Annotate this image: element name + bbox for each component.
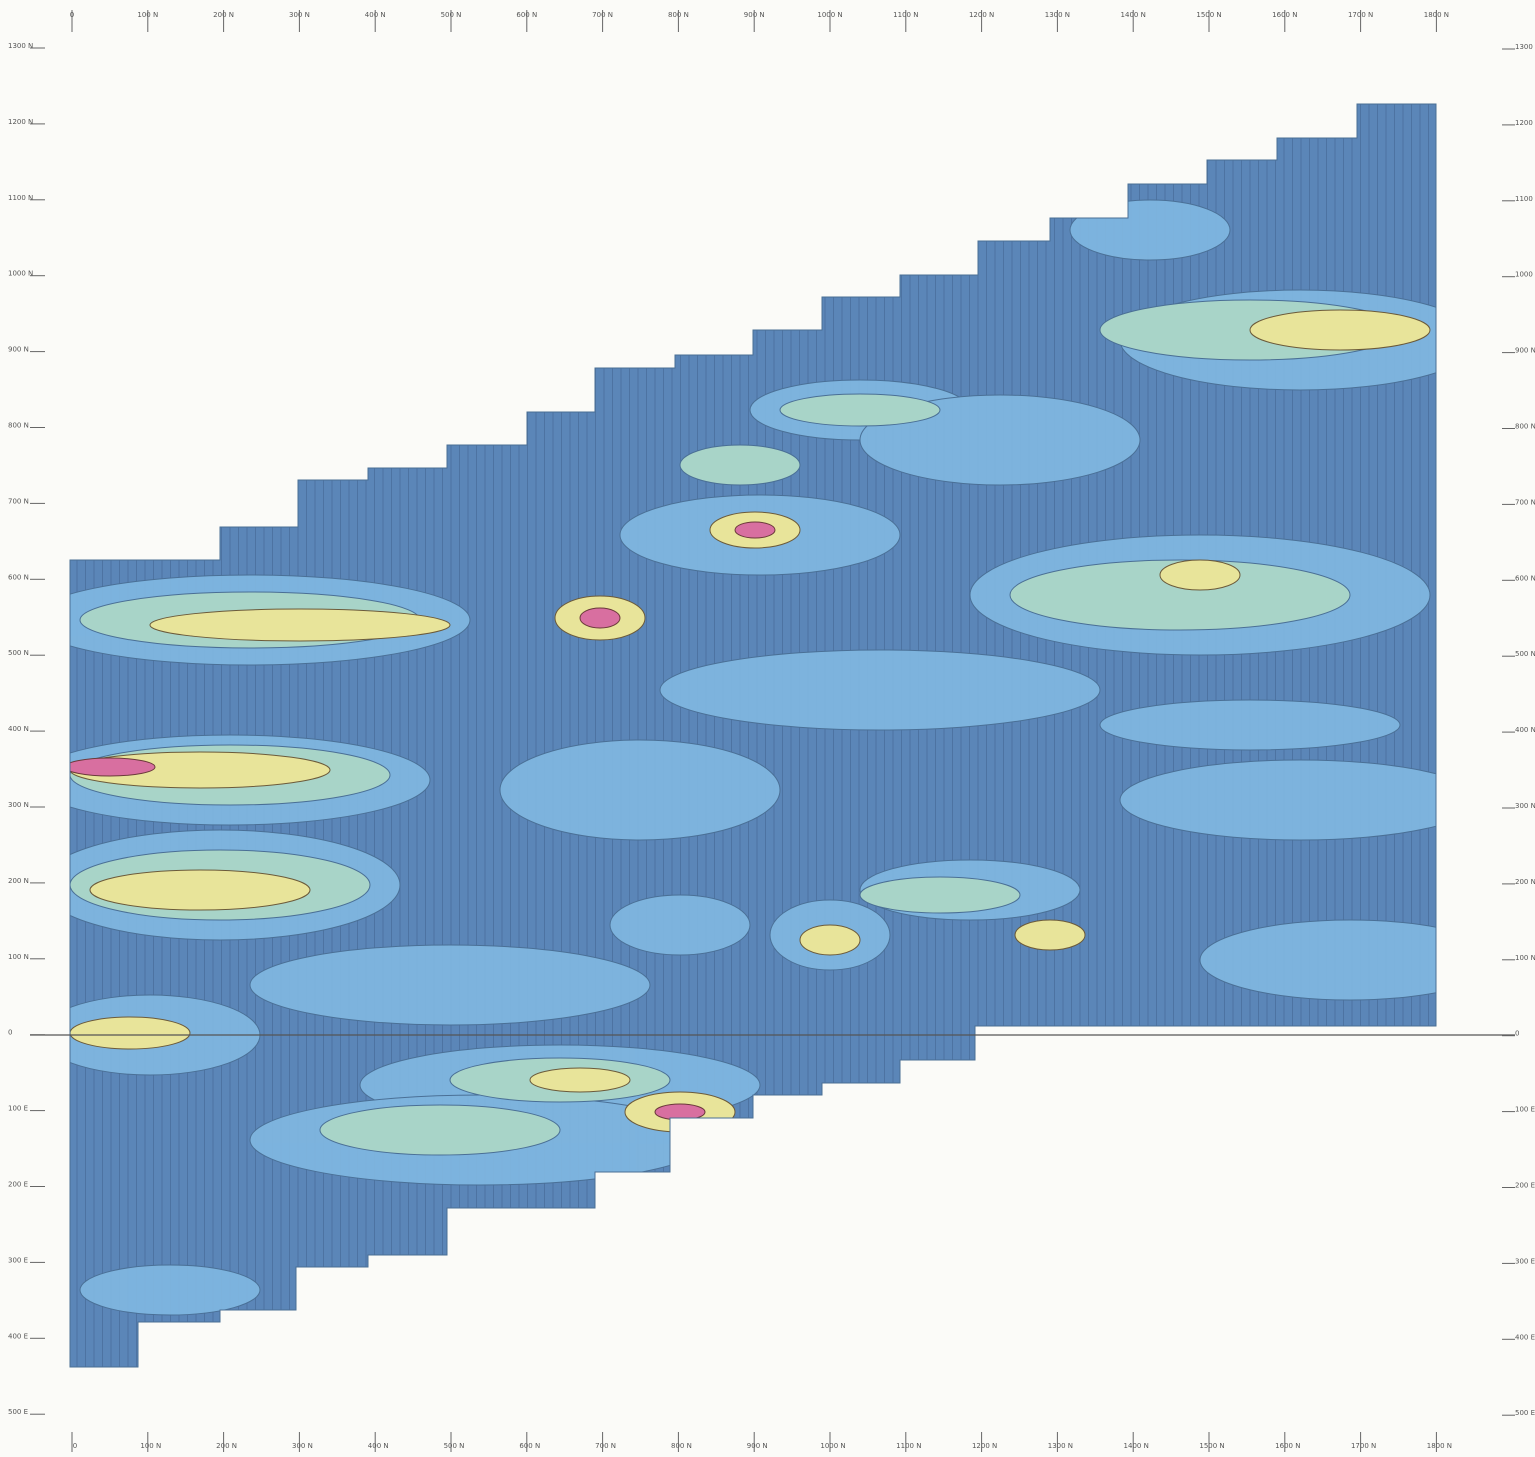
left-label: 100 N	[8, 953, 29, 961]
bottom-label: 1800 N	[1427, 1442, 1452, 1450]
left-label: 300 N	[8, 801, 29, 809]
bottom-label: 1500 N	[1199, 1442, 1224, 1450]
bottom-label: 900 N	[747, 1442, 768, 1450]
right-label: 200 E	[1515, 1182, 1535, 1190]
left-label: 200 E	[8, 1181, 28, 1189]
left-label: 300 E	[8, 1256, 28, 1264]
left-label: 1300 N	[8, 42, 33, 50]
left-label: 800 N	[8, 422, 29, 430]
bottom-label: 400 N	[368, 1442, 389, 1450]
right-label: 800 N	[1515, 423, 1535, 431]
right-label: 500 N	[1515, 650, 1535, 658]
left-label: 1200 N	[8, 118, 33, 126]
left-label: 500 N	[8, 649, 29, 657]
right-label: 100 E	[1515, 1106, 1535, 1114]
bottom-label: 600 N	[519, 1442, 540, 1450]
bottom-label: 800 N	[671, 1442, 692, 1450]
left-label: 400 E	[8, 1332, 28, 1340]
contour-field	[70, 104, 1436, 1367]
right-label: 700 N	[1515, 498, 1535, 506]
right-label: 0	[1515, 1030, 1519, 1038]
bottom-label: 200 N	[216, 1442, 237, 1450]
bottom-label: 500 N	[444, 1442, 465, 1450]
right-label: 300 E	[1515, 1257, 1535, 1265]
left-label: 1000 N	[8, 270, 33, 278]
left-label: 100 E	[8, 1105, 28, 1113]
right-label: 400 E	[1515, 1333, 1535, 1341]
bottom-label: 1700 N	[1351, 1442, 1376, 1450]
right-label: 1300 N	[1515, 43, 1535, 51]
right-label: 100 N	[1515, 954, 1535, 962]
left-label: 0	[8, 1029, 12, 1037]
right-label: 900 N	[1515, 347, 1535, 355]
left-label: 1100 N	[8, 194, 33, 202]
left-label: 200 N	[8, 877, 29, 885]
bottom-label: 1400 N	[1124, 1442, 1149, 1450]
left-label: 500 E	[8, 1408, 28, 1416]
right-label: 600 N	[1515, 574, 1535, 582]
left-label: 700 N	[8, 497, 29, 505]
left-label: 600 N	[8, 573, 29, 581]
bottom-label: 1100 N	[896, 1442, 921, 1450]
bottom-label: 1200 N	[972, 1442, 997, 1450]
bottom-label: 1600 N	[1275, 1442, 1300, 1450]
bottom-label: 1000 N	[820, 1442, 845, 1450]
right-label: 400 N	[1515, 726, 1535, 734]
right-label: 200 N	[1515, 878, 1535, 886]
right-label: 1200 N	[1515, 119, 1535, 127]
bottom-label: 100 N	[140, 1442, 161, 1450]
bottom-label: 1300 N	[1048, 1442, 1073, 1450]
left-label: 400 N	[8, 725, 29, 733]
right-label: 1100 N	[1515, 195, 1535, 203]
axes: 0 100 N 200 N 300 N 400 N 500 N 600 N 700 N 800 …	[8, 10, 1535, 1452]
right-label: 500 E	[1515, 1409, 1535, 1417]
left-label: 900 N	[8, 346, 29, 354]
right-label: 300 N	[1515, 802, 1535, 810]
bottom-label: 0	[73, 1442, 77, 1450]
bottom-label: 700 N	[595, 1442, 616, 1450]
right-label: 1000 N	[1515, 271, 1535, 279]
bottom-label: 300 N	[292, 1442, 313, 1450]
